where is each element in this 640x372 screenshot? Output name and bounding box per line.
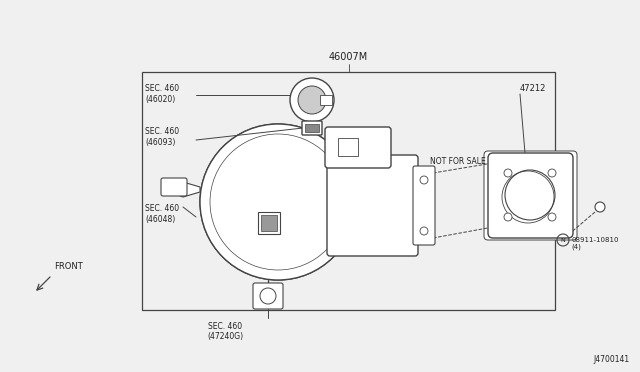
FancyBboxPatch shape (253, 283, 283, 309)
Circle shape (420, 227, 428, 235)
Text: J4700141: J4700141 (594, 355, 630, 364)
Circle shape (504, 213, 512, 221)
Bar (305, 124, 319, 132)
Text: FRONT: FRONT (54, 262, 83, 271)
Text: SEC. 460
(46093): SEC. 460 (46093) (145, 127, 179, 147)
FancyBboxPatch shape (161, 178, 187, 196)
Bar (338, 138, 358, 156)
Text: 47212: 47212 (520, 84, 547, 93)
Circle shape (298, 86, 326, 114)
Bar (261, 215, 277, 231)
FancyBboxPatch shape (325, 127, 391, 168)
Text: SEC. 460
(46020): SEC. 460 (46020) (145, 84, 179, 104)
FancyBboxPatch shape (327, 155, 418, 256)
FancyBboxPatch shape (302, 121, 322, 135)
Bar (320, 95, 332, 105)
Circle shape (290, 78, 334, 122)
Circle shape (504, 169, 512, 177)
Text: 08911-10810
(4): 08911-10810 (4) (571, 237, 618, 250)
Circle shape (420, 176, 428, 184)
Bar (258, 212, 280, 234)
Text: N: N (561, 237, 565, 243)
Circle shape (260, 288, 276, 304)
Text: 46007M: 46007M (329, 52, 368, 62)
FancyBboxPatch shape (413, 166, 435, 245)
Text: SEC. 460
(47240G): SEC. 460 (47240G) (207, 322, 243, 341)
Circle shape (548, 169, 556, 177)
Circle shape (595, 202, 605, 212)
Circle shape (548, 213, 556, 221)
Polygon shape (170, 182, 200, 197)
Circle shape (200, 124, 356, 280)
FancyBboxPatch shape (484, 151, 577, 240)
Text: NOT FOR SALE: NOT FOR SALE (430, 157, 486, 166)
FancyBboxPatch shape (488, 153, 573, 238)
Bar (142, 72, 555, 310)
Text: SEC. 460
(46048): SEC. 460 (46048) (145, 204, 179, 224)
